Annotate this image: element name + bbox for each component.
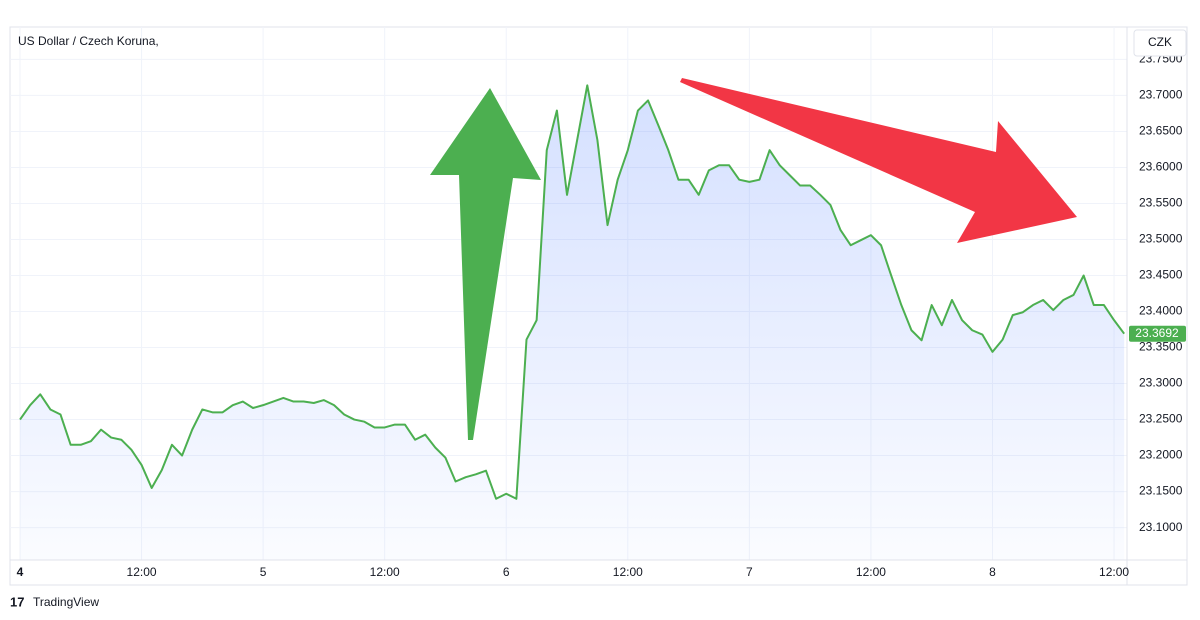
y-tick-label: 23.3500 — [1139, 340, 1183, 354]
y-tick-label: 23.4500 — [1139, 268, 1183, 282]
x-tick-label: 12:00 — [1099, 565, 1129, 579]
x-tick-label: 12:00 — [856, 565, 886, 579]
x-tick-label: 12:00 — [127, 565, 157, 579]
x-tick-label: 5 — [260, 565, 267, 579]
y-tick-label: 23.6000 — [1139, 160, 1183, 174]
y-tick-label: 23.3000 — [1139, 376, 1183, 390]
y-tick-label: 23.2500 — [1139, 412, 1183, 426]
logo-mark: 17 — [10, 594, 24, 609]
x-tick-label: 12:00 — [613, 565, 643, 579]
line — [19, 84, 1125, 500]
y-tick-label: 23.2000 — [1139, 448, 1183, 462]
x-tick-label: 6 — [503, 565, 510, 579]
currency[interactable]: CZK — [1148, 35, 1172, 49]
y-tick-label: 23.7000 — [1139, 88, 1183, 102]
y-tick-label: 23.4000 — [1139, 304, 1183, 318]
up-arrow — [430, 88, 541, 440]
y-tick-label: 23.5500 — [1139, 196, 1183, 210]
area — [20, 85, 1125, 560]
branding: TradingView — [33, 595, 99, 609]
chart-title: US Dollar / Czech Koruna, — [18, 34, 159, 48]
last-value-badge — [1129, 325, 1186, 342]
currency-box[interactable] — [1133, 29, 1187, 57]
y-tick-label: 23.1500 — [1139, 484, 1183, 498]
x-tick-label: 7 — [746, 565, 753, 579]
logo: 17 — [10, 594, 24, 609]
last-value-label: 23.3692 — [1135, 326, 1179, 340]
x-tick-label: 12:00 — [370, 565, 400, 579]
x-tick-label: 4 — [17, 565, 24, 579]
down-arrow — [680, 78, 1077, 243]
frame — [9, 26, 1188, 586]
x-tick-label: 8 — [989, 565, 996, 579]
y-tick-label: 23.6500 — [1139, 124, 1183, 138]
y-tick-label: 23.5000 — [1139, 232, 1183, 246]
y-tick-label: 23.1000 — [1139, 520, 1183, 534]
